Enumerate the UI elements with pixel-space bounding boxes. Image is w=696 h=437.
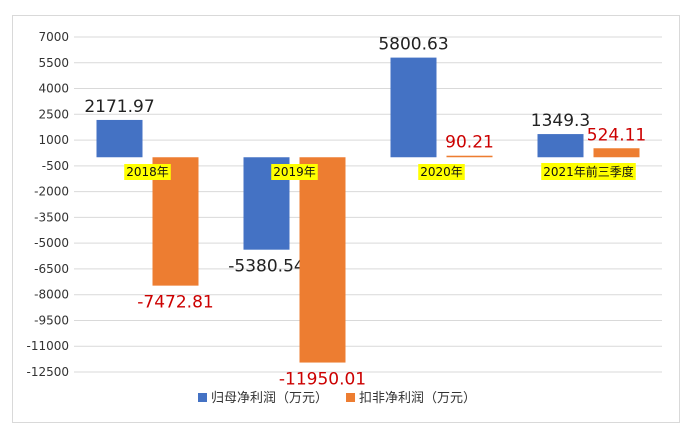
y-tick-label: 4000 — [38, 82, 69, 96]
data-label: -7472.81 — [137, 293, 213, 313]
bar-parent-net-profit — [537, 134, 584, 158]
y-tick-label: -2000 — [34, 185, 69, 199]
y-tick-label: 2500 — [38, 107, 69, 121]
category-label: 2018年 — [126, 165, 169, 179]
category-label-highlight — [418, 164, 465, 180]
y-tick-label: 1000 — [38, 133, 69, 147]
category-label: 2019年 — [273, 165, 316, 179]
legend-label: 扣非净利润（万元） — [359, 391, 476, 406]
y-tick-label: 7000 — [38, 30, 69, 44]
y-tick-label: -6500 — [34, 262, 69, 276]
bar-deducted-net-profit — [593, 148, 640, 158]
category-label: 2021年前三季度 — [543, 164, 634, 179]
chart-frame — [12, 15, 680, 423]
y-tick-label: -3500 — [34, 210, 69, 224]
y-tick-label: -9500 — [34, 313, 69, 327]
bar-deducted-net-profit — [299, 157, 346, 363]
category-label-highlight — [271, 164, 318, 180]
data-label: 524.11 — [587, 125, 646, 145]
data-label: 2171.97 — [84, 97, 154, 117]
data-label: 90.21 — [445, 133, 494, 153]
data-label: -5380.54 — [228, 257, 304, 277]
y-tick-label: 5500 — [38, 56, 69, 70]
y-tick-label: -5000 — [34, 236, 69, 250]
legend-label: 归母净利润（万元） — [211, 391, 328, 406]
y-tick-label: -12500 — [26, 365, 69, 379]
legend-swatch-parent-net-profit — [198, 393, 207, 402]
category-label: 2020年 — [420, 165, 463, 179]
data-label: -11950.01 — [279, 370, 366, 390]
bar-parent-net-profit — [390, 57, 437, 158]
data-label: 5800.63 — [378, 35, 448, 55]
legend-swatch-deducted-net-profit — [346, 393, 356, 402]
bar-deducted-net-profit — [446, 155, 493, 158]
category-label-highlight — [124, 164, 171, 180]
category-label-highlight — [541, 163, 636, 180]
y-tick-label: -8000 — [34, 288, 69, 302]
data-label: 1349.3 — [531, 111, 590, 131]
y-tick-label: -11000 — [26, 339, 69, 353]
y-tick-label: -500 — [42, 159, 69, 173]
bar-parent-net-profit — [96, 119, 143, 158]
